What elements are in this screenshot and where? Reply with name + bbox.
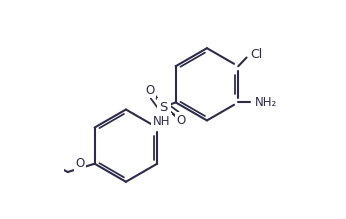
Text: O: O (75, 157, 84, 170)
Text: O: O (177, 114, 186, 127)
Text: S: S (160, 101, 168, 114)
Text: NH: NH (153, 115, 170, 128)
Text: O: O (145, 84, 154, 97)
Text: Cl: Cl (250, 48, 262, 61)
Text: NH₂: NH₂ (255, 96, 277, 109)
